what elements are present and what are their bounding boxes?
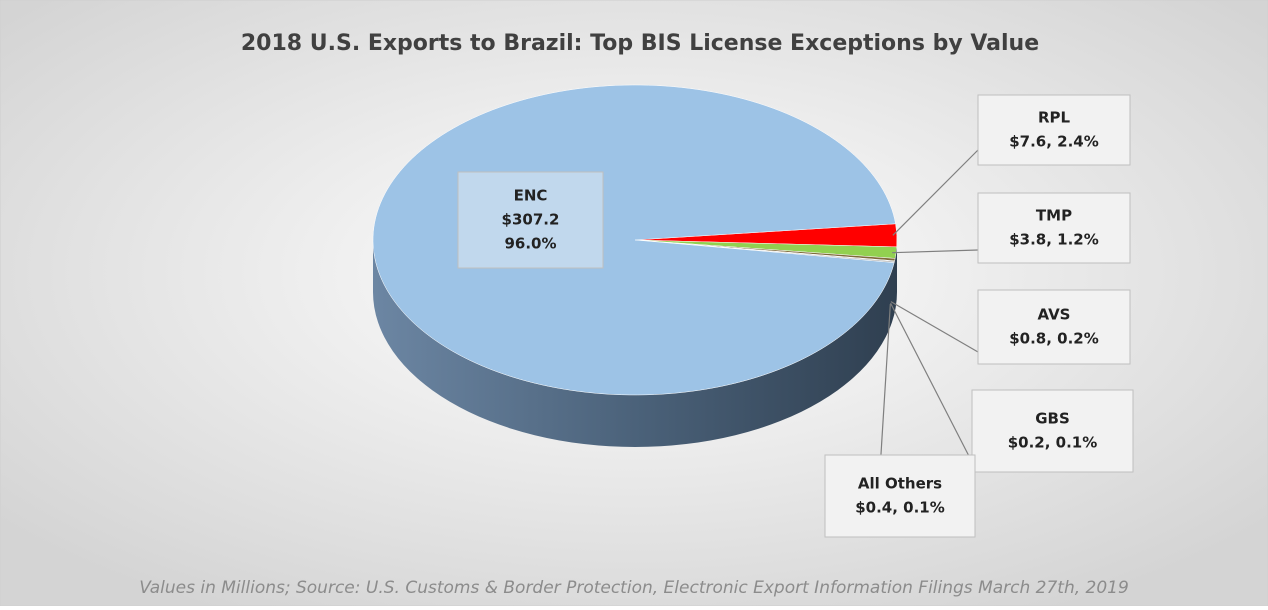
pie [372, 84, 898, 447]
value-label: $307.2 [502, 211, 560, 229]
pie-side [373, 240, 897, 447]
category-label: TMP [1036, 207, 1072, 225]
label-box [977, 289, 1131, 365]
leader-line [890, 301, 979, 353]
leader-line [890, 302, 973, 463]
category-label: AVS [1037, 306, 1070, 324]
label-box [457, 171, 604, 269]
value-label: $0.2, 0.1% [1008, 434, 1098, 452]
category-label: All Others [858, 475, 942, 493]
label-box [977, 192, 1131, 264]
value-label: $3.8, 1.2% [1009, 231, 1099, 249]
leader-line [879, 304, 891, 471]
value-label: $0.4, 0.1% [855, 499, 945, 517]
source-note: Values in Millions; Source: U.S. Customs… [139, 578, 1129, 598]
pie-slice [372, 84, 896, 396]
category-label: RPL [1038, 109, 1071, 127]
leader-line [892, 149, 979, 236]
label-box [971, 389, 1134, 473]
labels: ENC $307.2 96.0% RPL $7.6, 2.4% TMP $3.8, 1.2%… [457, 94, 1134, 538]
value-label: $7.6, 2.4% [1009, 133, 1099, 151]
label-box [977, 94, 1131, 166]
leader-line [892, 249, 979, 254]
category-label: GBS [1035, 410, 1070, 428]
chart-title: 2018 U.S. Exports to Brazil: Top BIS Lic… [241, 31, 1039, 56]
label-box [824, 454, 976, 538]
value-label: $0.8, 0.2% [1009, 330, 1099, 348]
category-label: ENC [514, 187, 548, 205]
value-label: 96.0% [504, 235, 556, 253]
